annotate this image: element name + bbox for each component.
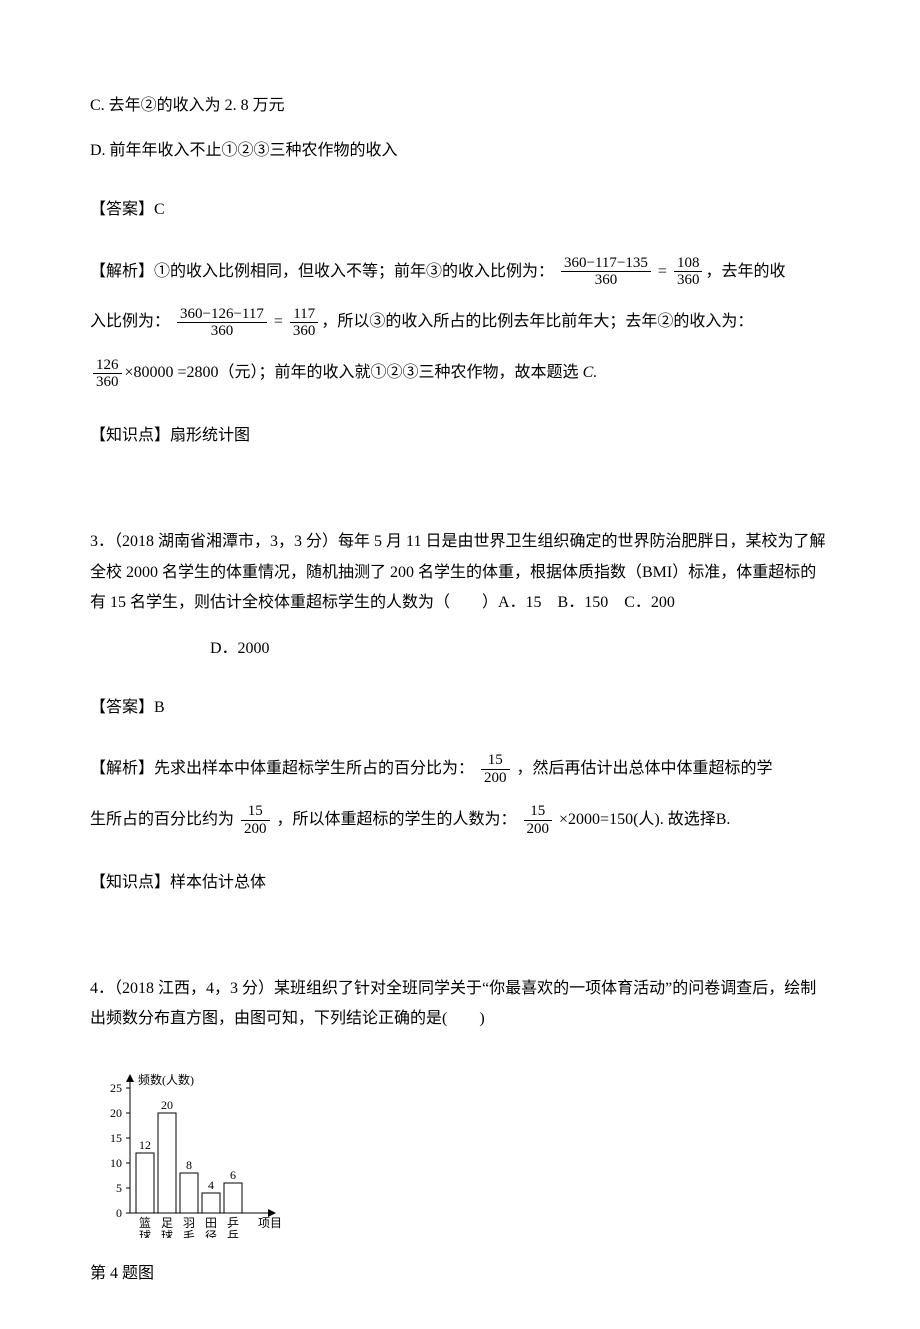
text: ，去年的收 xyxy=(705,263,785,280)
fraction: 108360 xyxy=(674,255,703,289)
svg-text:5: 5 xyxy=(116,1181,122,1195)
answer-label: 【答案】 xyxy=(90,699,154,716)
svg-text:篮: 篮 xyxy=(139,1215,151,1230)
text: 入比例为： xyxy=(90,314,170,331)
svg-text:10: 10 xyxy=(110,1156,122,1170)
q3-knowledge: 【知识点】样本估计总体 xyxy=(90,867,830,898)
svg-text:20: 20 xyxy=(161,1098,173,1112)
svg-text:20: 20 xyxy=(110,1106,122,1120)
bar-chart-svg: 频数(人数)项目051015202512篮球20足球8羽毛球4田径6乒乓球 xyxy=(90,1063,310,1238)
svg-text:径: 径 xyxy=(205,1229,217,1238)
text: 生所占的百分比约为 xyxy=(90,811,234,828)
analysis-label: 【解析】 xyxy=(90,760,154,777)
q4-caption: 第 4 题图 xyxy=(90,1258,830,1289)
svg-text:项目: 项目 xyxy=(258,1216,282,1230)
svg-text:球: 球 xyxy=(161,1229,173,1238)
svg-text:25: 25 xyxy=(110,1081,122,1095)
caption-text: 第 4 题图 xyxy=(90,1265,154,1282)
fraction: 15200 xyxy=(524,803,553,837)
answer-label: 【答案】 xyxy=(90,201,154,218)
fraction: 126360 xyxy=(93,357,122,391)
svg-text:15: 15 xyxy=(110,1131,122,1145)
fraction: 15200 xyxy=(481,752,510,786)
text: D．2000 xyxy=(210,640,270,657)
text: =2800（元）；前年的收入就①②③三种农作物，故本题选 xyxy=(178,364,583,381)
q2-knowledge: 【知识点】扇形统计图 xyxy=(90,420,830,451)
svg-text:乓: 乓 xyxy=(227,1229,239,1238)
svg-text:0: 0 xyxy=(116,1206,122,1220)
knowledge-label: 【知识点】 xyxy=(90,874,170,891)
q2-analysis: 【解析】①的收入比例相同，但收入不等；前年③的收入比例为： 360−117−13… xyxy=(90,254,830,393)
svg-text:4: 4 xyxy=(208,1178,214,1192)
text: ，所以体重超标的学生的人数为： xyxy=(277,811,517,828)
text: ①的收入比例相同，但收入不等；前年③的收入比例为： xyxy=(154,263,554,280)
text: ，然后再估计出总体中体重超标的学 xyxy=(517,760,773,777)
svg-text:毛: 毛 xyxy=(183,1229,195,1238)
svg-text:足: 足 xyxy=(161,1216,173,1230)
eq: = xyxy=(274,313,283,330)
answer-value: C xyxy=(154,201,165,218)
svg-text:田: 田 xyxy=(205,1216,217,1230)
text: 先求出样本中体重超标学生所占的百分比为： xyxy=(154,760,474,777)
q4-chart: 频数(人数)项目051015202512篮球20足球8羽毛球4田径6乒乓球 xyxy=(90,1063,830,1238)
q4-body: 4．（2018 江西，4，3 分）某班组织了针对全班同学关于“你最喜欢的一项体育… xyxy=(90,974,830,1035)
q-number: 4． xyxy=(90,980,114,997)
knowledge-value: 样本估计总体 xyxy=(170,874,266,891)
text: C. 去年②的收入为 2. 8 万元 xyxy=(90,97,285,114)
q-source: （2018 江西，4，3 分） xyxy=(114,980,274,997)
answer-ref: C. xyxy=(583,364,598,381)
q-source: （2018 湖南省湘潭市，3，3 分） xyxy=(114,533,338,550)
times: × xyxy=(125,364,134,381)
svg-text:频数(人数): 频数(人数) xyxy=(138,1072,194,1087)
fraction: 117360 xyxy=(290,306,319,340)
answer-value: B xyxy=(154,699,165,716)
knowledge-value: 扇形统计图 xyxy=(170,427,250,444)
svg-text:乒: 乒 xyxy=(227,1216,239,1230)
svg-text:6: 6 xyxy=(230,1168,236,1182)
q-number: 3． xyxy=(90,533,114,550)
q2-answer: 【答案】C xyxy=(90,194,830,225)
svg-text:12: 12 xyxy=(139,1138,151,1152)
fraction: 360−117−135360 xyxy=(561,255,651,289)
q2-option-d: D. 前年年收入不止①②③三种农作物的收入 xyxy=(90,135,830,166)
q3-answer: 【答案】B xyxy=(90,692,830,723)
svg-text:羽: 羽 xyxy=(183,1216,195,1230)
eq: = xyxy=(658,263,667,280)
text: D. 前年年收入不止①②③三种农作物的收入 xyxy=(90,142,398,159)
q3-analysis: 【解析】先求出样本中体重超标学生所占的百分比为： 15200 ，然后再估计出总体… xyxy=(90,751,830,839)
fraction: 360−126−117360 xyxy=(177,306,267,340)
q3-body-line2: D．2000 xyxy=(90,633,830,664)
text: ×2000=150(人). 故选择B. xyxy=(559,811,730,828)
text: ，所以③的收入所占的比例去年比前年大；去年②的收入为： xyxy=(321,314,753,331)
svg-text:球: 球 xyxy=(139,1229,151,1238)
text: 80000 xyxy=(134,364,174,381)
analysis-label: 【解析】 xyxy=(90,263,154,280)
q3-body: 3．（2018 湖南省湘潭市，3，3 分）每年 5 月 11 日是由世界卫生组织… xyxy=(90,527,830,618)
knowledge-label: 【知识点】 xyxy=(90,427,170,444)
fraction: 15200 xyxy=(241,803,270,837)
svg-text:8: 8 xyxy=(186,1158,192,1172)
q2-option-c: C. 去年②的收入为 2. 8 万元 xyxy=(90,90,830,121)
